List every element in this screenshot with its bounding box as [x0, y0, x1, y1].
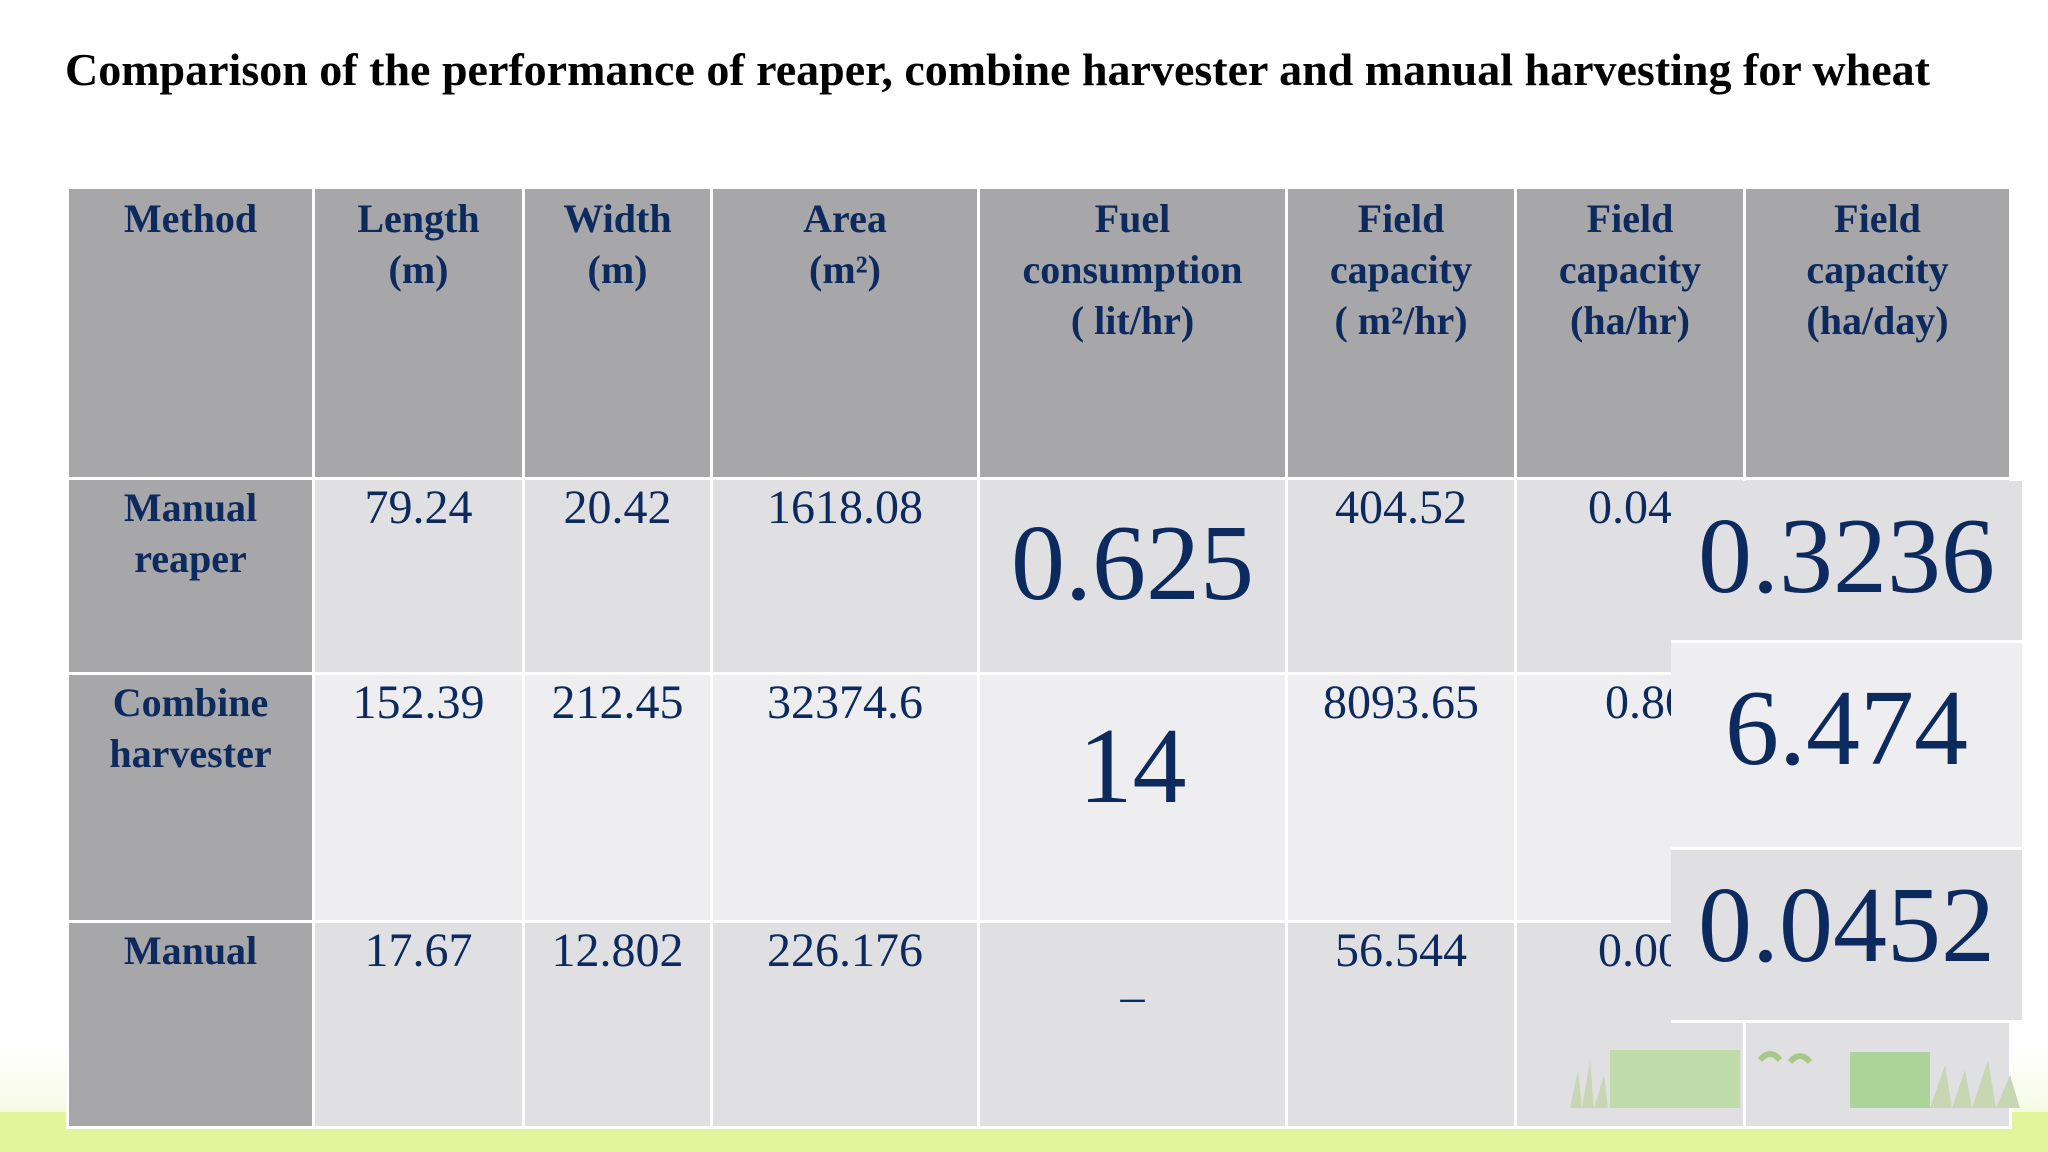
slide-title: Comparison of the performance of reaper,… [65, 44, 1930, 95]
cell-fuel: _ [977, 920, 1288, 1129]
cell-field-m2hr: 8093.65 [1285, 672, 1517, 923]
header-method: Method [66, 186, 315, 480]
cell-area: 32374.6 [710, 672, 980, 923]
cell-length: 152.39 [312, 672, 525, 923]
header-width: Width (m) [522, 186, 713, 480]
cell-field-m2hr: 404.52 [1285, 477, 1517, 675]
cell-field-m2hr: 56.544 [1285, 920, 1517, 1129]
header-field-capacity-haday: Field capacity (ha/day) [1743, 186, 2012, 480]
cell-width: 212.45 [522, 672, 713, 923]
header-area: Area (m²) [710, 186, 980, 480]
cell-area: 226.176 [710, 920, 980, 1129]
cell-width: 12.802 [522, 920, 713, 1129]
cell-width: 20.42 [522, 477, 713, 675]
cell-method: Manual reaper [66, 477, 315, 675]
header-row: Method Length (m) Width (m) Area (m²) Fuel c… [66, 186, 2012, 480]
cell-fuel: 14 [977, 672, 1288, 923]
header-fuel-consumption: Fuel consumption( lit/hr) [977, 186, 1288, 480]
cell-length: 79.24 [312, 477, 525, 675]
cell-field-haday: 0.0452 [1671, 850, 2022, 1023]
cell-length: 17.67 [312, 920, 525, 1129]
grass-decoration-icon [1570, 1050, 2020, 1108]
cell-method: Combine harvester [66, 672, 315, 923]
header-field-capacity-m2hr: Field capacity( m²/hr) [1285, 186, 1517, 480]
cell-field-haday: 0.3236 [1671, 481, 2022, 643]
cell-method: Manual [66, 920, 315, 1129]
cell-area: 1618.08 [710, 477, 980, 675]
cell-fuel: 0.625 [977, 477, 1288, 675]
header-field-capacity-hahr: Field capacity (ha/hr) [1514, 186, 1746, 480]
field-capacity-haday-overlay: 0.3236 6.474 0.0452 [1671, 481, 2022, 1023]
cell-field-haday: 6.474 [1671, 643, 2022, 850]
header-length: Length (m) [312, 186, 525, 480]
